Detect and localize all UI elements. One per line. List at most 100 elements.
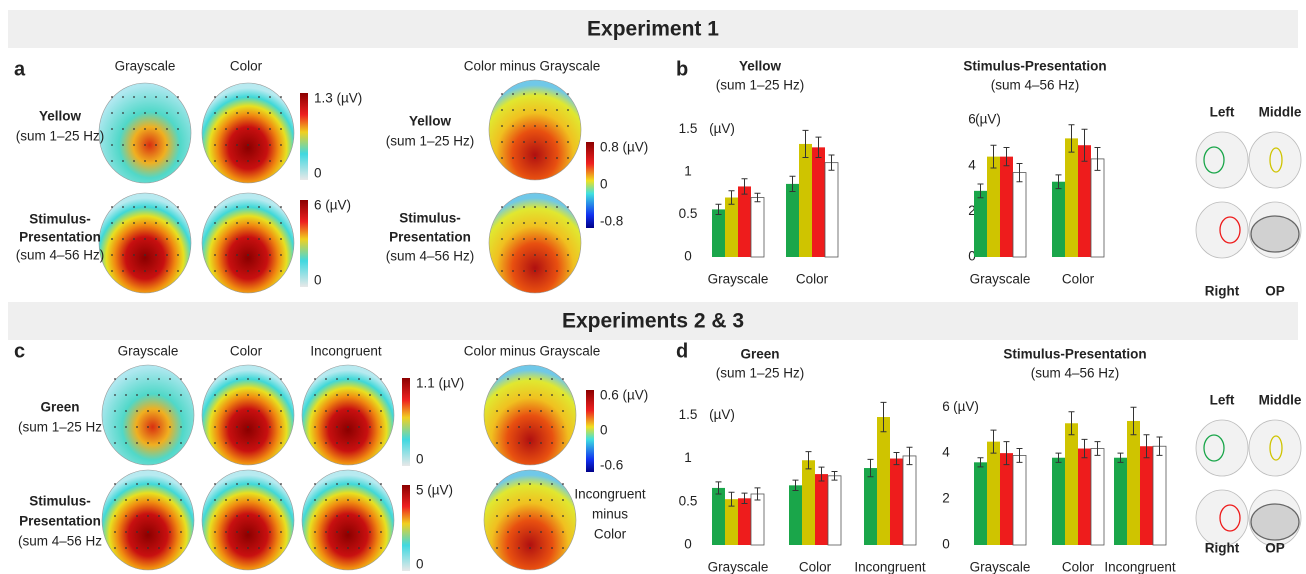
electrode [247,238,249,240]
electrode [258,270,260,272]
legend-region [1219,504,1241,532]
electrode [158,515,160,517]
electrode [336,499,338,501]
electrode [280,96,282,98]
bar [974,190,987,257]
electrode [269,222,271,224]
electrode [214,112,216,114]
electrode [214,144,216,146]
y-tick-label: 0 [684,249,692,264]
electrode [496,547,498,549]
electrode [347,483,349,485]
row-label: Yellow [409,114,452,129]
diff-label: minus [592,507,628,522]
electrode [545,141,547,143]
bar [987,441,1000,545]
electrode [236,378,238,380]
electrode [556,254,558,256]
electrode [562,531,564,533]
electrode [512,157,514,159]
electrode [512,238,514,240]
column-label: Color [230,59,263,74]
electrode [545,109,547,111]
electrode [280,222,282,224]
x-tick-label: Incongruent [854,560,926,574]
bar [802,460,815,545]
electrode [177,112,179,114]
electrode [269,515,271,517]
electrode [144,254,146,256]
electrode [136,394,138,396]
electrode [540,515,542,517]
electrode [214,515,216,517]
electrode [169,442,171,444]
y-axis-label: (µV) [709,121,735,136]
electrode [269,254,271,256]
electrode [280,531,282,533]
electrode [556,93,558,95]
error-bar [802,129,809,159]
bar [789,485,802,545]
electrode [236,410,238,412]
electrode [369,515,371,517]
electrode [114,499,116,501]
error-bar [1117,452,1124,463]
electrode [369,483,371,485]
electrode [358,378,360,380]
electrode [369,410,371,412]
electrode [336,442,338,444]
electrode [122,128,124,130]
electrode [122,160,124,162]
electrode [136,410,138,412]
electrode [214,128,216,130]
electrode [507,378,509,380]
chart-title: Stimulus-Presentation [1003,347,1146,362]
electrode [147,499,149,501]
electrode [518,442,520,444]
electrode [523,157,525,159]
bar [1052,457,1065,545]
electrode [380,426,382,428]
legend-label: Right [1205,541,1240,556]
electrode [236,531,238,533]
electrode [122,270,124,272]
electrode [166,238,168,240]
electrode [269,394,271,396]
electrode [556,109,558,111]
bar [974,462,987,545]
electrode [336,483,338,485]
error-bar [831,471,838,481]
electrode [133,222,135,224]
bar [1078,448,1091,545]
electrode [314,378,316,380]
electrode [280,160,282,162]
electrode [133,238,135,240]
electrode [280,254,282,256]
electrode [562,499,564,501]
row-label: (sum 4–56 Hz) [386,249,475,264]
topo-head [201,469,295,571]
electrode [258,515,260,517]
y-tick-label: 0 [942,537,950,552]
bar [738,498,751,545]
electrode [523,109,525,111]
electrode [529,378,531,380]
topo-head [488,79,582,181]
electrode [512,222,514,224]
electrode [125,410,127,412]
error-bar [1156,436,1163,456]
legend-region [1203,434,1225,462]
electrode [111,144,113,146]
topo-head [101,364,195,466]
error-bar [1081,128,1088,162]
electrode [125,483,127,485]
electrode [136,531,138,533]
x-tick-label: Color [1062,560,1095,574]
electrode [166,160,168,162]
electrode [314,426,316,428]
electrode [380,531,382,533]
error-bar [1055,174,1062,190]
colorbar-label: -0.8 [600,214,623,229]
topo-head [483,364,577,466]
y-tick-label: 0 [968,249,976,264]
